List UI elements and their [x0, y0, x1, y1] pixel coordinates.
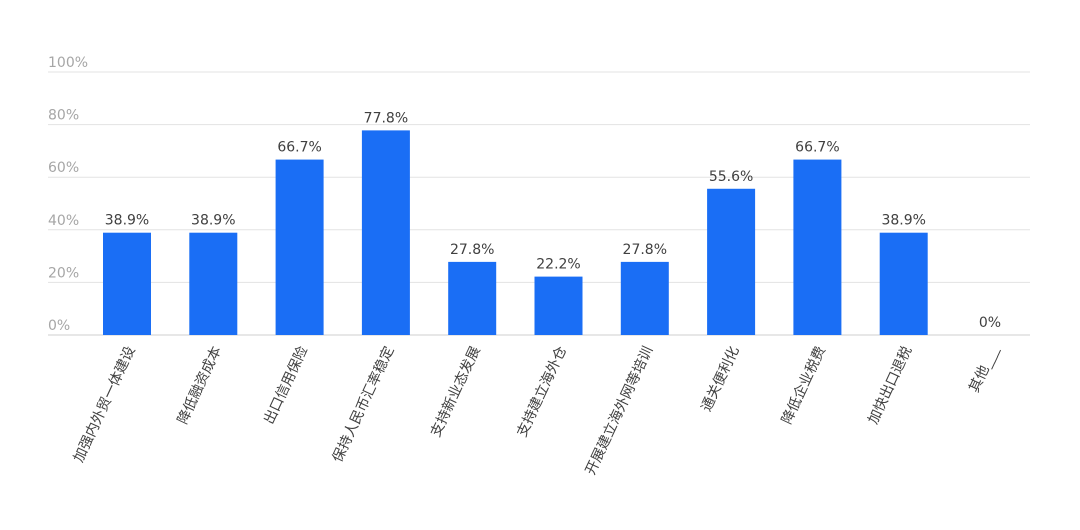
- data-labels: 38.9% 38.9% 66.7% 77.8% 27.8% 22.2% 27.8% 55.6%…: [105, 110, 1001, 331]
- data-label: 66.7%: [795, 140, 839, 156]
- x-tick-label: 开展建立海外网等培训: [582, 344, 657, 478]
- x-tick-label: 通关便利化: [699, 344, 743, 414]
- x-tick-label: 支持新业态发展: [428, 344, 484, 440]
- data-label: 55.6%: [709, 169, 753, 185]
- bar: [793, 159, 842, 335]
- y-tick-label: 100%: [48, 55, 88, 71]
- y-tick-label: 20%: [48, 265, 79, 281]
- x-tick-label: 保持人民币汇率稳定: [329, 344, 398, 465]
- data-label: 38.9%: [881, 213, 925, 229]
- data-label: 66.7%: [277, 140, 321, 156]
- data-label: 27.8%: [623, 242, 667, 258]
- bar: [361, 130, 410, 335]
- y-tick-label: 80%: [48, 108, 79, 124]
- y-tick-label: 60%: [48, 160, 79, 176]
- bar: [275, 159, 324, 335]
- bars: [103, 130, 928, 335]
- x-tick-label: 支持建立海外仓: [514, 344, 570, 440]
- y-tick-label: 40%: [48, 213, 79, 229]
- bar: [189, 232, 238, 335]
- bar: [707, 188, 756, 335]
- bar: [620, 261, 669, 335]
- data-label: 22.2%: [536, 257, 580, 273]
- data-label: 38.9%: [191, 213, 235, 229]
- y-tick-label: 0%: [48, 318, 70, 334]
- data-label: 77.8%: [364, 110, 408, 126]
- x-axis-tick-labels: 加强内外贸一体建设 降低融资成本 出口信用保险 保持人民币汇率稳定 支持新业态发展 支持建…: [71, 343, 1002, 478]
- x-tick-label: 降低企业税费: [778, 344, 829, 427]
- x-tick-label: 降低融资成本: [175, 344, 225, 427]
- data-label: 0%: [979, 315, 1001, 331]
- bar: [534, 276, 583, 335]
- x-tick-label: 加快出口退税: [865, 344, 915, 427]
- data-label: 27.8%: [450, 242, 494, 258]
- x-tick-label: 加强内外贸一体建设: [71, 344, 139, 465]
- bar: [448, 261, 497, 335]
- bar: [879, 232, 928, 335]
- data-label: 38.9%: [105, 213, 149, 229]
- x-tick-label: 出口信用保险: [261, 344, 311, 427]
- y-axis-tick-labels: 0% 20% 40% 60% 80% 100%: [48, 55, 88, 334]
- x-tick-label: 其他___: [966, 343, 1002, 395]
- bar: [103, 232, 151, 335]
